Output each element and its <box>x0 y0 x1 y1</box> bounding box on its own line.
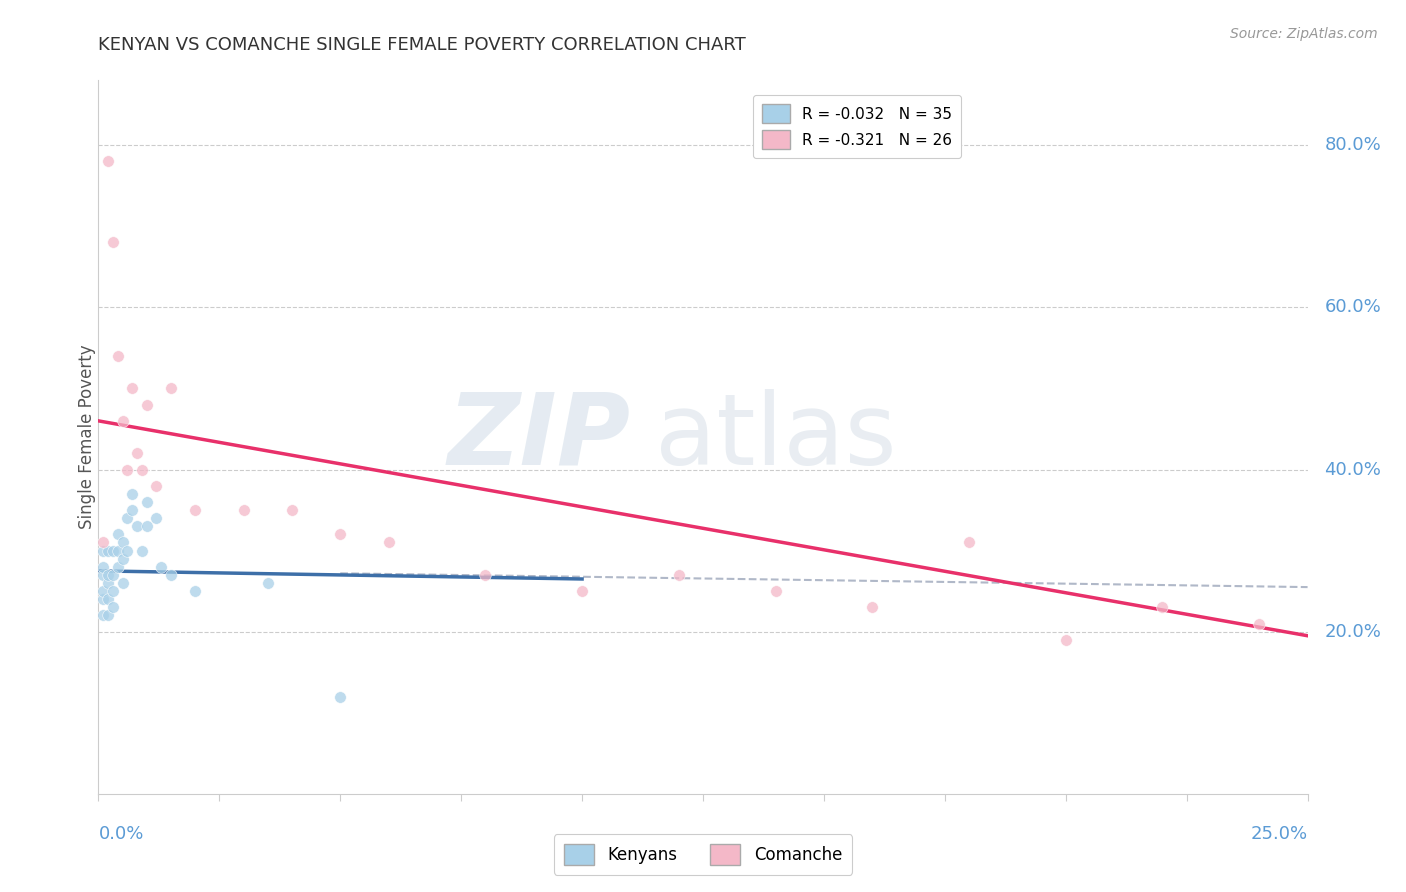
Text: 60.0%: 60.0% <box>1324 298 1381 317</box>
Text: 80.0%: 80.0% <box>1324 136 1381 154</box>
Point <box>91 584 114 599</box>
Point <box>111 576 134 591</box>
Point <box>107 543 129 558</box>
Point <box>107 349 129 363</box>
Y-axis label: Single Female Poverty: Single Female Poverty <box>79 345 96 529</box>
Point <box>91 608 114 623</box>
Point <box>127 446 149 460</box>
Point <box>101 568 124 582</box>
Point <box>107 559 129 574</box>
Point <box>135 398 157 412</box>
Point <box>571 584 593 599</box>
Point <box>101 584 124 599</box>
Point <box>145 479 167 493</box>
Point <box>135 495 157 509</box>
Point <box>1152 600 1174 615</box>
Legend: R = -0.032   N = 35, R = -0.321   N = 26: R = -0.032 N = 35, R = -0.321 N = 26 <box>754 95 962 158</box>
Point <box>135 519 157 533</box>
Point <box>184 584 207 599</box>
Point <box>101 235 124 250</box>
Point <box>121 503 143 517</box>
Point <box>232 503 254 517</box>
Point <box>117 543 139 558</box>
Text: 0.0%: 0.0% <box>98 825 143 843</box>
Point <box>91 535 114 549</box>
Point <box>111 535 134 549</box>
Point <box>1054 632 1077 647</box>
Point <box>131 543 153 558</box>
Point <box>256 576 278 591</box>
Point <box>91 543 114 558</box>
Point <box>107 527 129 541</box>
Point <box>1249 616 1271 631</box>
Point <box>145 511 167 525</box>
Point <box>97 568 120 582</box>
Point <box>117 511 139 525</box>
Point <box>121 381 143 395</box>
Point <box>329 690 352 704</box>
Legend: Kenyans, Comanche: Kenyans, Comanche <box>554 834 852 875</box>
Point <box>91 568 114 582</box>
Point <box>97 543 120 558</box>
Point <box>160 568 183 582</box>
Point <box>97 592 120 607</box>
Text: ZIP: ZIP <box>447 389 630 485</box>
Point <box>97 154 120 169</box>
Point <box>111 414 134 428</box>
Text: 20.0%: 20.0% <box>1324 623 1381 640</box>
Point <box>91 559 114 574</box>
Point <box>281 503 304 517</box>
Point <box>150 559 173 574</box>
Point <box>377 535 399 549</box>
Point <box>131 462 153 476</box>
Text: 40.0%: 40.0% <box>1324 460 1381 478</box>
Point <box>111 551 134 566</box>
Point <box>97 576 120 591</box>
Point <box>957 535 980 549</box>
Point <box>160 381 183 395</box>
Point <box>765 584 787 599</box>
Text: atlas: atlas <box>655 389 896 485</box>
Text: KENYAN VS COMANCHE SINGLE FEMALE POVERTY CORRELATION CHART: KENYAN VS COMANCHE SINGLE FEMALE POVERTY… <box>98 36 747 54</box>
Point <box>474 568 496 582</box>
Point <box>184 503 207 517</box>
Point <box>860 600 883 615</box>
Point <box>91 592 114 607</box>
Point <box>97 608 120 623</box>
Point <box>127 519 149 533</box>
Point <box>117 462 139 476</box>
Text: Source: ZipAtlas.com: Source: ZipAtlas.com <box>1230 27 1378 41</box>
Point <box>668 568 690 582</box>
Point <box>329 527 352 541</box>
Text: 25.0%: 25.0% <box>1250 825 1308 843</box>
Point <box>101 543 124 558</box>
Point <box>101 600 124 615</box>
Point <box>121 487 143 501</box>
